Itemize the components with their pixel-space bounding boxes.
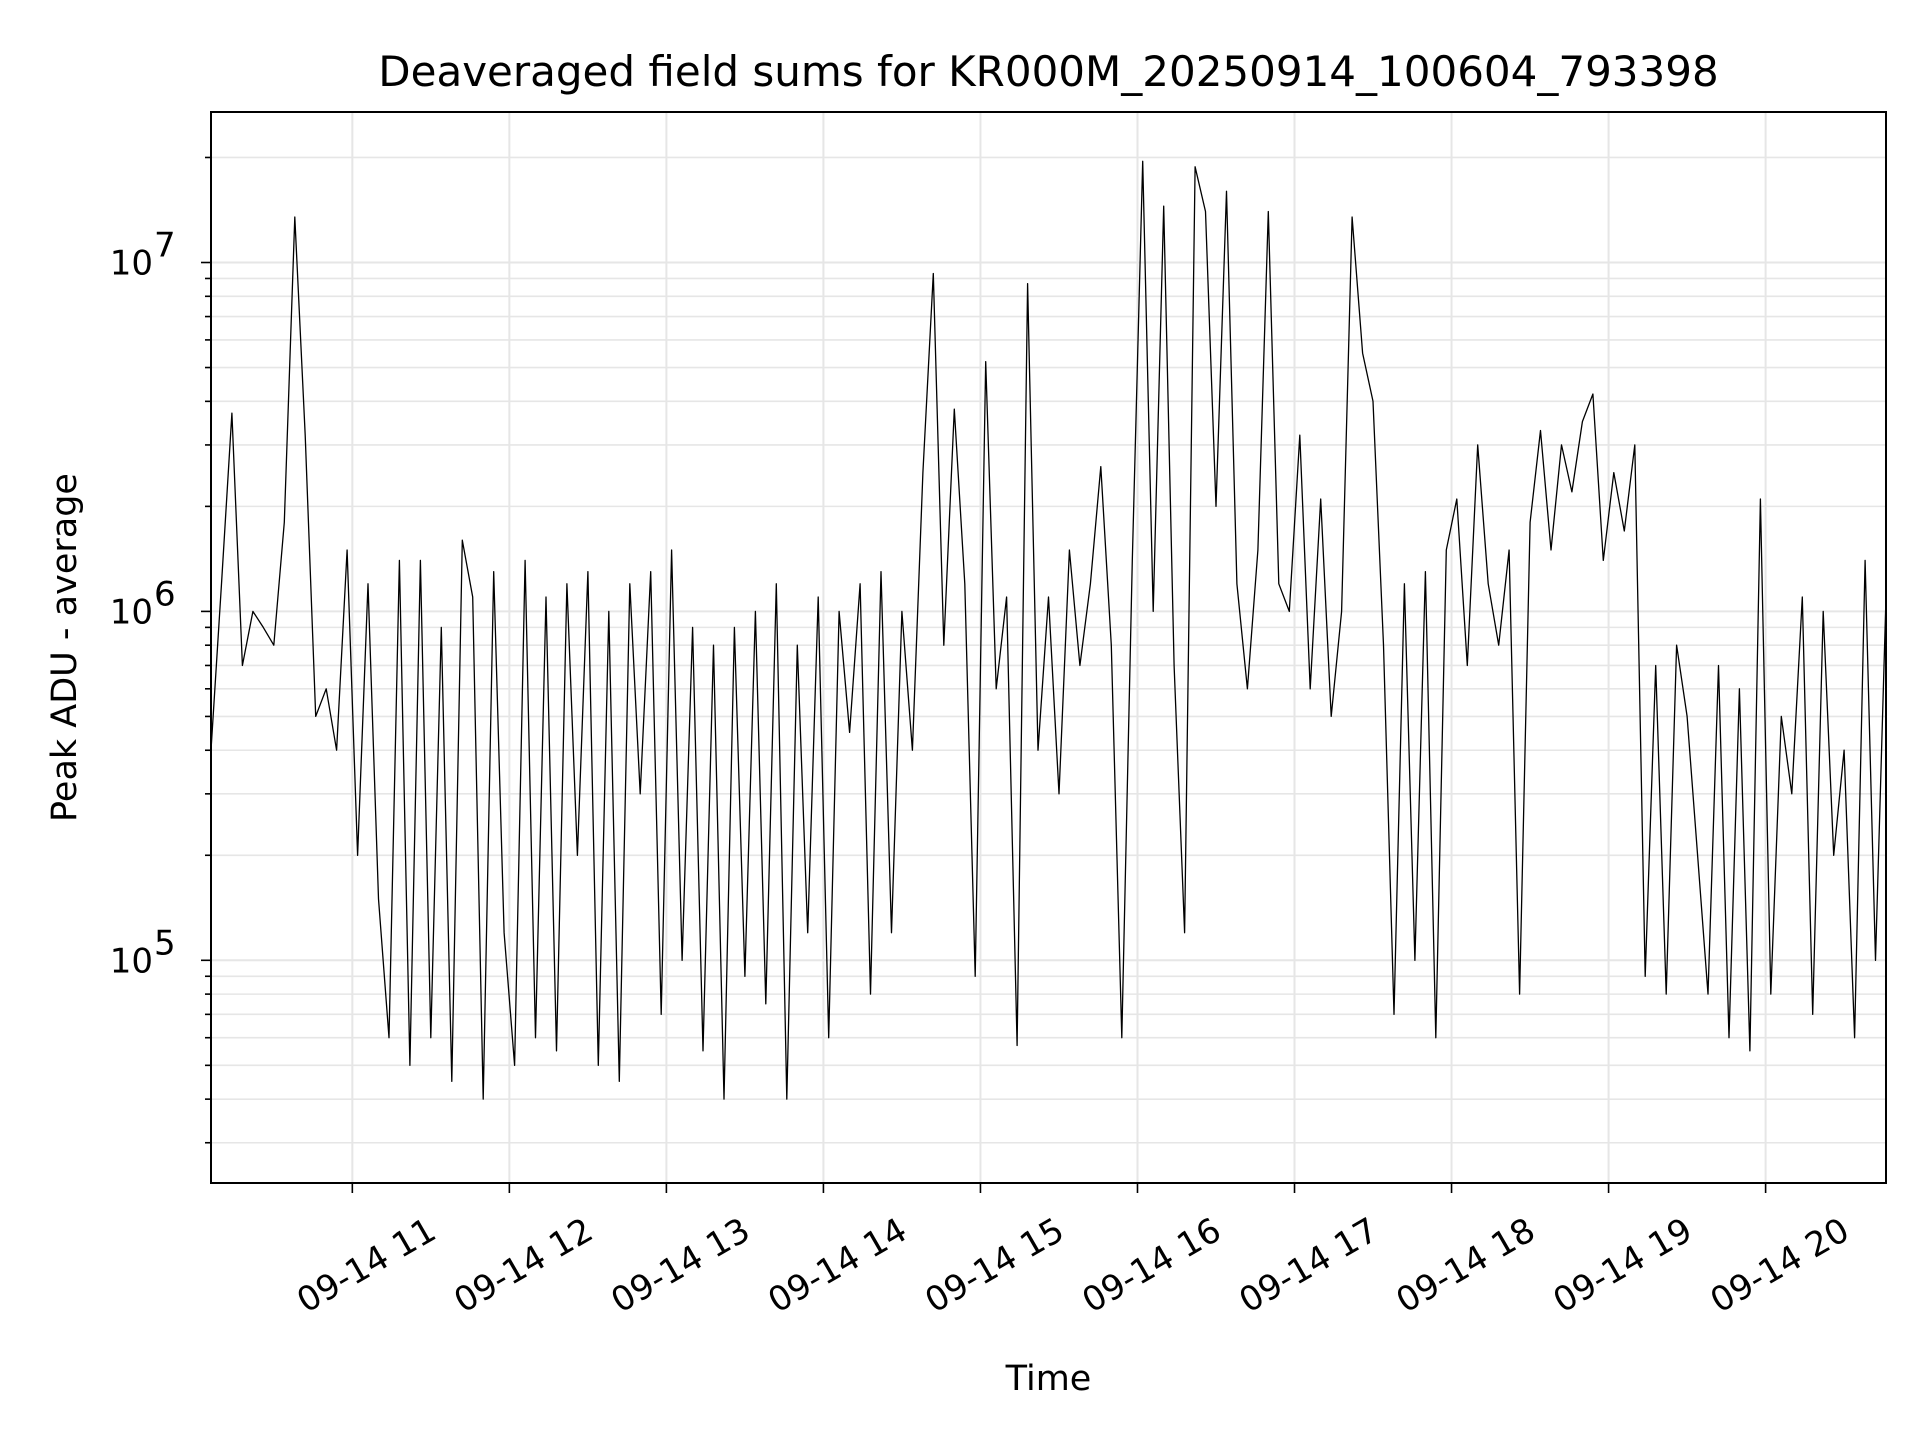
y-tick-exponent: 5 [154,923,176,963]
chart-title: Deaveraged field sums for KR000M_2025091… [378,47,1718,96]
y-tick-label: 10 [110,592,153,632]
y-tick-exponent: 6 [154,574,176,614]
y-tick-label: 10 [110,941,153,981]
series-line [210,160,1887,1100]
x-axis-title: Time [1005,1359,1092,1399]
axes-frame [210,111,1887,1184]
grid-lines [201,112,1886,1183]
y-tick-exponent: 7 [154,226,176,266]
y-axis-title: Peak ADU - average [45,473,85,822]
y-tick-label: 10 [110,244,153,284]
plot-area [210,160,1887,1100]
